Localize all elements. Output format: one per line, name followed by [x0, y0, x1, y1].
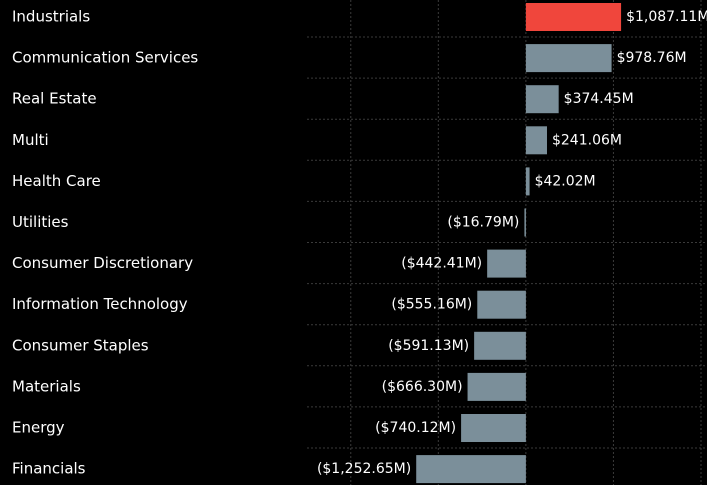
category-label: Communication Services	[12, 49, 198, 67]
category-label: Materials	[12, 377, 81, 395]
bar	[525, 167, 530, 196]
bar	[525, 126, 547, 155]
category-label: Multi	[12, 131, 49, 149]
value-label: ($666.30M)	[382, 379, 463, 395]
bar	[467, 372, 526, 401]
value-label: $1,087.11M	[626, 9, 707, 25]
bar	[525, 85, 559, 114]
value-label: ($16.79M)	[447, 215, 519, 231]
bar	[474, 331, 526, 360]
bar	[487, 249, 526, 278]
bar	[524, 208, 526, 237]
value-label: ($1,252.65M)	[317, 461, 411, 477]
bar	[461, 414, 526, 442]
bar	[525, 3, 622, 31]
value-label: $978.76M	[617, 50, 687, 66]
category-label: Financials	[12, 460, 86, 478]
bar	[416, 455, 526, 484]
value-label: ($591.13M)	[388, 338, 469, 354]
category-label: Real Estate	[12, 90, 97, 108]
bar	[525, 44, 612, 73]
category-label: Consumer Staples	[12, 336, 149, 354]
value-label: $374.45M	[564, 91, 634, 107]
value-label: ($740.12M)	[375, 420, 456, 436]
bar	[477, 290, 526, 319]
category-label: Energy	[12, 419, 65, 437]
category-label: Health Care	[12, 172, 101, 190]
value-label: ($442.41M)	[401, 256, 482, 272]
category-label: Utilities	[12, 213, 69, 231]
category-label: Information Technology	[12, 295, 188, 313]
value-label: $241.06M	[552, 132, 622, 148]
value-label: ($555.16M)	[391, 297, 472, 313]
category-label: Industrials	[12, 8, 90, 26]
value-label: $42.02M	[535, 173, 596, 189]
category-label: Consumer Discretionary	[12, 254, 193, 272]
